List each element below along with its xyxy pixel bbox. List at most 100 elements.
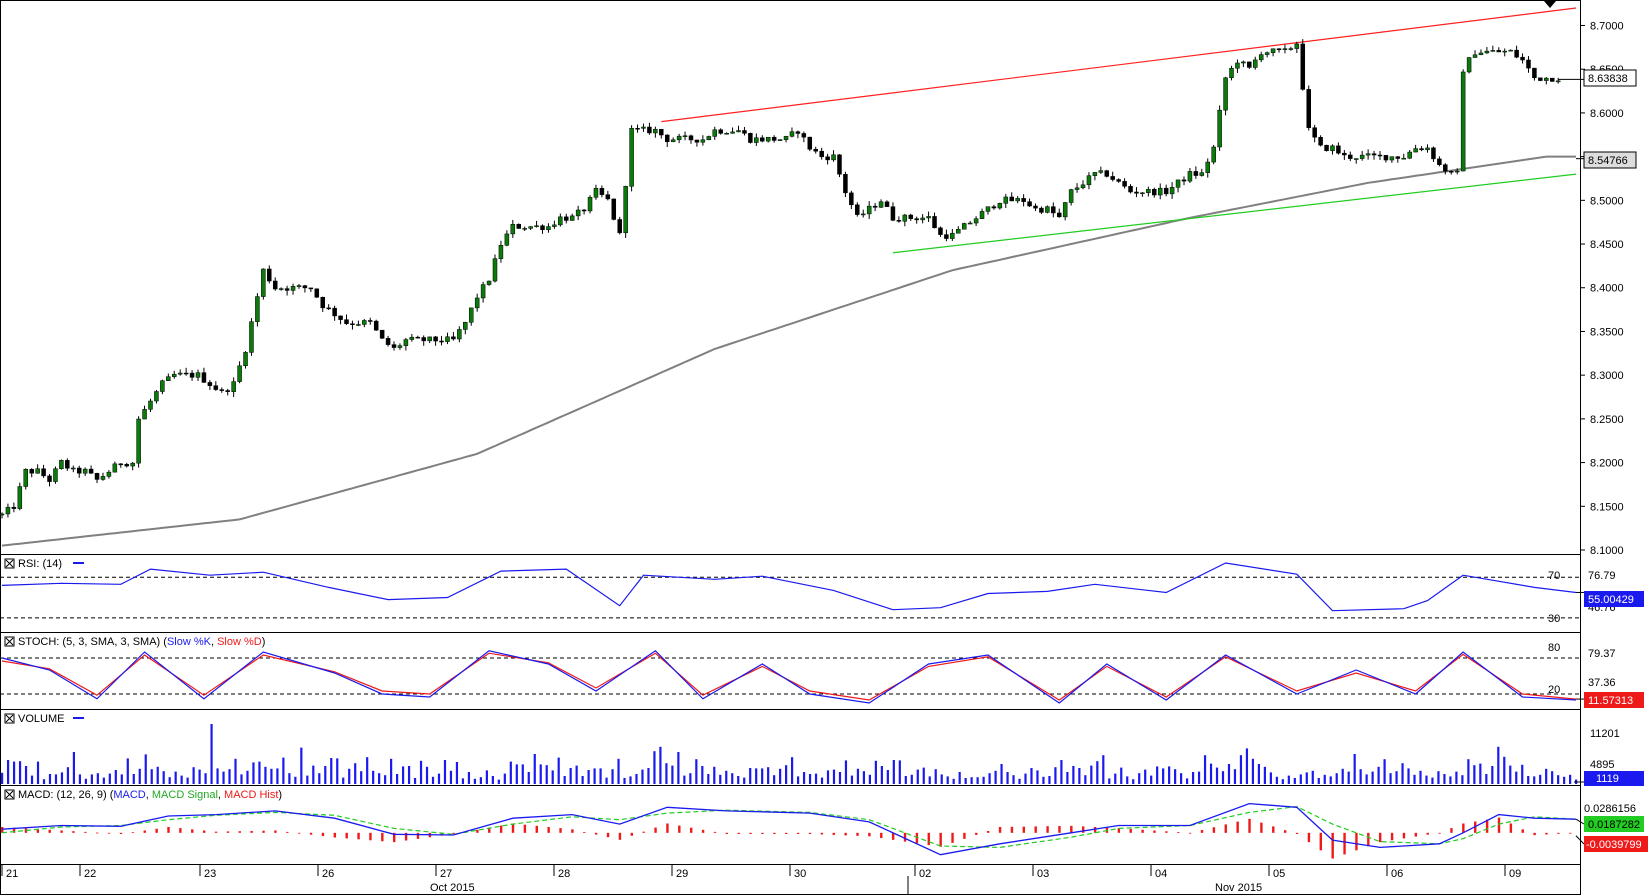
macd-hist-bar [1070,825,1073,833]
candle-down [611,198,617,220]
macd-hist-bar [1010,826,1014,833]
volume-bar [790,757,794,784]
candle-up [961,223,967,230]
volume-close-icon[interactable] [4,713,15,724]
volume-bar [318,773,321,784]
candle-up [1454,170,1460,173]
volume-bar [1563,776,1566,784]
price-tick-label: 8.7000 [1590,20,1624,32]
candle-up [59,460,64,469]
last-price-box [1583,69,1637,87]
volume-tick-low: 4895 [1590,759,1614,771]
volume-bar [372,770,375,784]
candle-up [1407,151,1412,159]
volume-bar [1120,767,1123,784]
volume-bar [102,777,105,784]
candle-up [278,288,284,290]
macd-hist-leader-line [1575,835,1585,845]
macd-hist-bar [618,832,622,840]
macd-hist-bar [476,829,479,833]
macd-hist-bar [725,832,729,834]
price-tick-label: 8.3500 [1590,326,1624,338]
macd-hist-bar [1188,832,1192,834]
candle-up [1478,52,1484,56]
price-y-axis: 8.1000 8.1500 8.2000 8.2500 8.3000 8.3500 8.40… [1580,20,1624,557]
price-labels: 8.63838 8.54766 [1544,1,1637,169]
macd-close-icon[interactable] [4,789,15,800]
volume-bar [437,773,441,784]
stoch-level-20: 20 [1548,684,1560,696]
volume-bar [168,777,171,784]
candle-up [1140,192,1145,195]
volume-bar [970,777,973,784]
macd-hist-bar [1117,828,1121,833]
volume-bar [1263,766,1266,784]
price-tick-label: 8.4500 [1590,239,1624,251]
volume-bar [12,761,16,784]
candle-down [1193,171,1199,176]
volume-bar [707,774,710,784]
candle-down [118,463,124,466]
candle-down [1021,198,1026,202]
macd-hist-bar [785,832,788,834]
volume-bar [1545,768,1548,784]
candle-down [1324,144,1329,152]
volume-bar [1473,765,1476,784]
volume-bar [814,773,818,784]
candle-down [694,139,700,143]
candle-down [771,136,777,141]
chart-menu-icon[interactable] [1544,1,1556,8]
candle-up [730,131,735,134]
macd-title: MACD: (12, 26, 9) (MACD, MACD Signal, MA… [18,789,282,801]
volume-bar [1311,770,1314,784]
macd-hist-bar [369,832,372,841]
macd-hist-bar [416,832,420,839]
volume-bar [198,769,201,784]
candle-down [664,134,670,143]
macd-hist-bar [880,832,883,839]
candle-up [546,226,551,231]
candle-down [849,192,854,206]
macd-hist-bar [1093,826,1097,833]
candle-up [136,418,141,464]
macd-hist-bar [1022,826,1026,833]
volume-bar [533,754,536,784]
volume-bar [934,769,937,784]
stoch-close-icon[interactable] [4,636,15,647]
macd-hist-bar [939,832,942,847]
candle-up [1253,59,1258,68]
day-label: 28 [558,868,570,880]
day-label: 21 [6,868,18,880]
candle-down [373,320,379,331]
macd-hist-bar [286,831,289,833]
candle-down [908,214,914,219]
candle-up [1003,196,1009,204]
volume-bar [1138,773,1141,784]
volume-bar [1305,772,1308,784]
volume-bar [743,777,746,784]
volume-bar [701,766,704,784]
volume-bar [575,765,578,784]
macd-hist-bar [499,825,503,833]
volume-bar [60,772,64,784]
volume-bar [204,773,207,784]
volume-bar [234,758,237,784]
candle-up [1235,62,1240,69]
rsi-close-icon[interactable] [4,558,15,569]
volume-bar [282,757,285,784]
volume-bar [802,772,806,784]
volume-bar [1407,768,1410,784]
candle-down [837,154,842,175]
volume-bar [659,746,662,784]
candle-down [1039,207,1044,213]
volume-bar [407,766,411,784]
candle-up [777,139,783,141]
candle-up [724,132,729,135]
volume-bar [1203,755,1207,784]
volume-tick-high: 11201 [1590,728,1620,740]
volume-bar [1018,778,1021,784]
candle-up [106,471,112,477]
candle-down [1122,181,1127,187]
volume-bar [1551,771,1554,784]
volume-bar [671,765,674,784]
